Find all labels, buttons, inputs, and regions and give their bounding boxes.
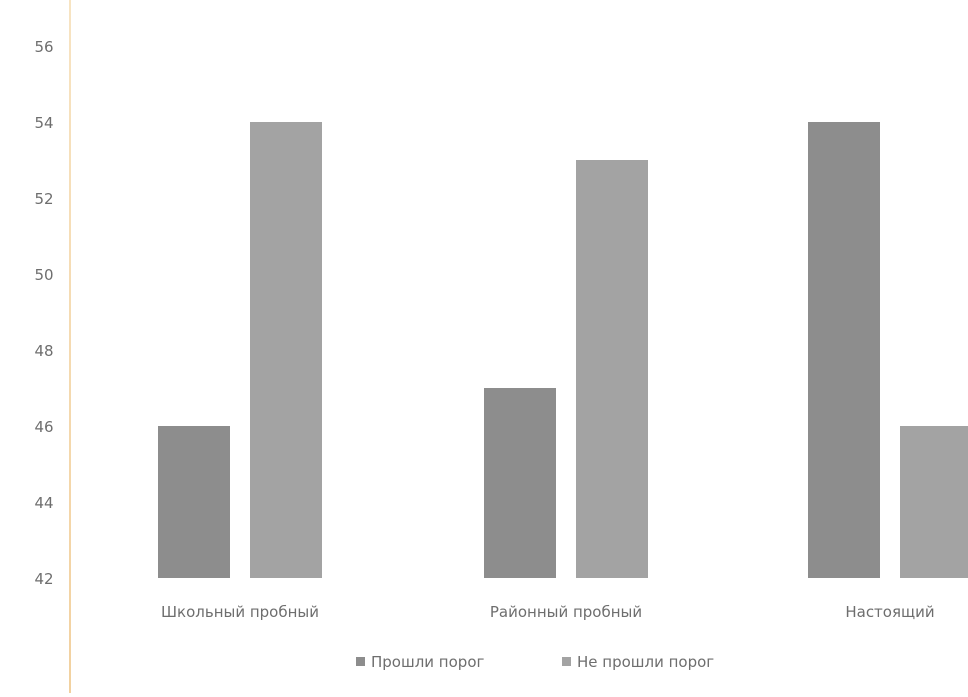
y-tick-label: 50: [34, 266, 53, 284]
legend-swatch-passed: [356, 657, 365, 666]
bar-passed-2: [808, 122, 880, 578]
x-axis-labels: Школьный пробный Районный пробный Настоящи…: [161, 603, 935, 621]
y-axis-ticks: 42 44 46 48 50 52 54 56: [34, 38, 53, 588]
y-tick-label: 46: [34, 418, 53, 436]
bar-passed-1: [484, 388, 556, 578]
bars: [158, 122, 968, 578]
bar-not-passed-0: [250, 122, 322, 578]
legend-label-passed: Прошли порог: [371, 653, 484, 671]
y-tick-label: 56: [34, 38, 53, 56]
legend-label-not-passed: Не прошли порог: [577, 653, 714, 671]
legend-swatch-not-passed: [562, 657, 571, 666]
bar-passed-0: [158, 426, 230, 578]
legend: Прошли порог Не прошли порог: [356, 653, 714, 671]
x-category-label: Школьный пробный: [161, 603, 319, 621]
x-category-label: Районный пробный: [490, 603, 642, 621]
y-tick-label: 42: [34, 570, 53, 588]
left-edge-line: [69, 0, 71, 693]
y-tick-label: 54: [34, 114, 53, 132]
bar-not-passed-2: [900, 426, 968, 578]
y-tick-label: 52: [34, 190, 53, 208]
bar-not-passed-1: [576, 160, 648, 578]
x-category-label: Настоящий: [845, 603, 934, 621]
y-tick-label: 48: [34, 342, 53, 360]
y-tick-label: 44: [34, 494, 53, 512]
